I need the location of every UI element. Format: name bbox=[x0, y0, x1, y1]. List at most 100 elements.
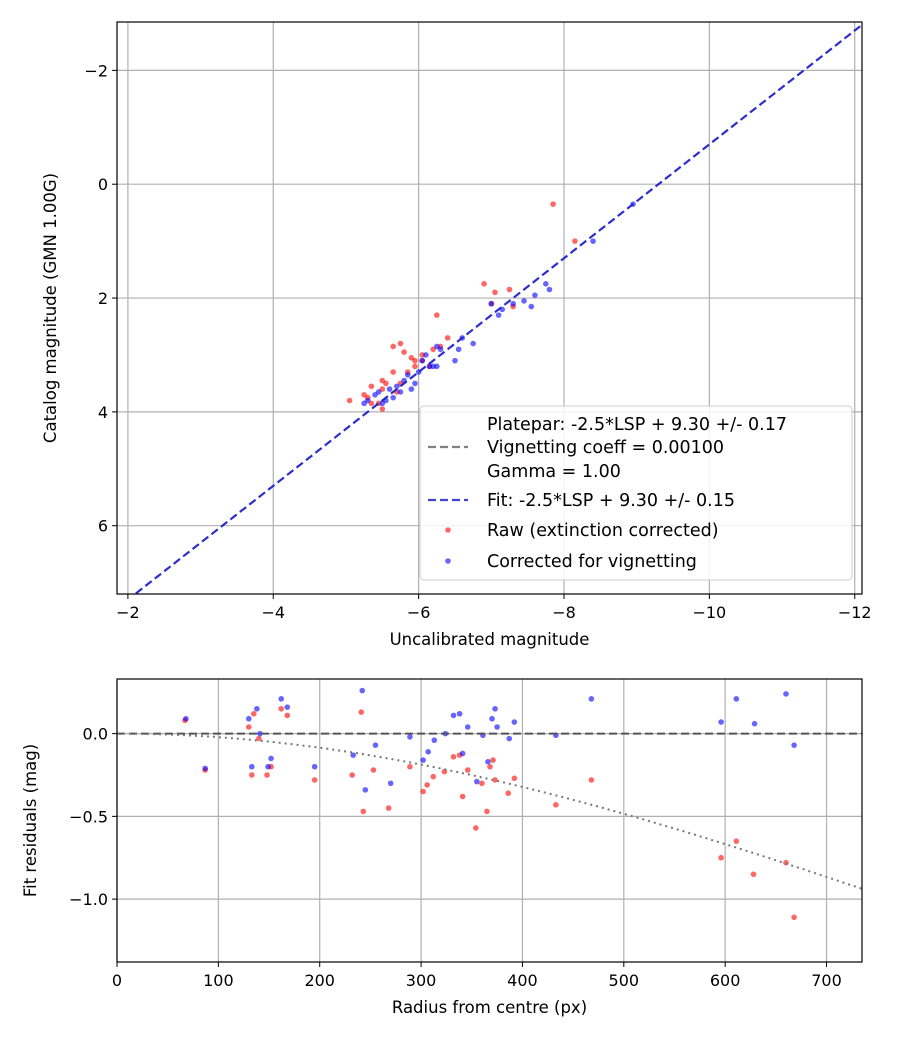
raw-point bbox=[401, 349, 407, 355]
fit-line bbox=[133, 23, 862, 594]
corrected-point bbox=[464, 724, 471, 730]
raw-point bbox=[572, 238, 578, 244]
corrected-point bbox=[474, 778, 480, 785]
raw-point bbox=[412, 363, 418, 370]
raw-point bbox=[412, 357, 418, 364]
corrected-point bbox=[783, 691, 789, 697]
corrected-point bbox=[183, 715, 189, 722]
corrected-point bbox=[390, 394, 396, 401]
x-tick-label: 200 bbox=[304, 971, 335, 990]
corrected-point bbox=[278, 696, 285, 702]
corrected-point bbox=[510, 300, 516, 307]
corrected-point bbox=[202, 765, 208, 772]
raw-point bbox=[511, 775, 518, 782]
corrected-point bbox=[588, 696, 595, 702]
corrected-point bbox=[450, 712, 457, 719]
y-tick-label: −2 bbox=[84, 61, 108, 80]
corrected-point bbox=[419, 357, 426, 364]
corrected-point bbox=[532, 292, 538, 298]
corrected-point bbox=[489, 715, 495, 722]
x-tick-label: −8 bbox=[552, 603, 576, 622]
corrected-point bbox=[361, 400, 367, 407]
raw-point bbox=[553, 801, 559, 808]
y-tick-label: 0 bbox=[98, 175, 108, 194]
raw-point bbox=[420, 788, 426, 795]
y-axis-label: Fit residuals (mag) bbox=[21, 744, 40, 897]
raw-point bbox=[506, 286, 513, 293]
y-tick-label: −1.0 bbox=[69, 890, 108, 909]
raw-point bbox=[484, 808, 490, 815]
corrected-point bbox=[485, 758, 491, 765]
x-tick-label: 100 bbox=[203, 971, 234, 990]
corrected-point bbox=[311, 763, 318, 770]
corrected-point bbox=[470, 340, 476, 347]
corrected-point bbox=[375, 389, 382, 395]
corrected-point bbox=[437, 346, 444, 353]
corrected-point bbox=[452, 357, 458, 364]
corrected-point bbox=[362, 787, 369, 793]
raw-point bbox=[487, 763, 493, 770]
raw-point bbox=[379, 406, 386, 412]
corrected-point bbox=[494, 724, 500, 730]
corrected-point bbox=[431, 737, 438, 744]
raw-point bbox=[397, 340, 404, 347]
corrected-point bbox=[488, 300, 495, 307]
corrected-point bbox=[733, 696, 740, 702]
corrected-point bbox=[751, 720, 758, 727]
legend-entry: Vignetting coeff = 0.00100 bbox=[487, 438, 724, 458]
legend-raw-marker bbox=[445, 527, 451, 533]
x-axis-label: Radius from centre (px) bbox=[392, 998, 587, 1017]
x-tick-label: 300 bbox=[406, 971, 437, 990]
legend: Platepar: -2.5*LSP + 9.30 +/- 0.17 Vignet… bbox=[419, 405, 853, 581]
corrected-point bbox=[425, 749, 431, 755]
corrected-point bbox=[511, 719, 518, 725]
raw-point bbox=[481, 281, 487, 287]
x-tick-label: 0 bbox=[112, 971, 122, 990]
legend-box bbox=[419, 405, 853, 581]
raw-point bbox=[750, 871, 757, 878]
legend-entry: Gamma = 1.00 bbox=[487, 462, 621, 482]
raw-point bbox=[311, 777, 318, 783]
corrected-point bbox=[791, 742, 797, 748]
raw-point bbox=[550, 201, 556, 207]
raw-point bbox=[791, 914, 797, 921]
raw-point bbox=[505, 790, 512, 796]
corrected-point bbox=[257, 730, 263, 737]
raw-point bbox=[718, 854, 724, 861]
raw-point bbox=[278, 705, 285, 712]
corrected-point bbox=[265, 763, 271, 770]
corrected-point bbox=[284, 704, 291, 710]
raw-point bbox=[361, 391, 367, 398]
raw-point bbox=[245, 724, 252, 730]
raw-point bbox=[349, 772, 355, 778]
x-axis-label: Uncalibrated magnitude bbox=[390, 630, 590, 649]
corrected-point bbox=[254, 705, 260, 712]
y-tick-label: 2 bbox=[98, 289, 108, 308]
plot-frame bbox=[116, 678, 863, 963]
raw-point bbox=[424, 782, 430, 788]
raw-point bbox=[490, 757, 496, 763]
raw-point bbox=[370, 767, 377, 773]
y-tick-label: −0.5 bbox=[69, 807, 108, 826]
raw-point bbox=[264, 772, 270, 778]
corrected-point bbox=[408, 386, 415, 392]
raw-point bbox=[249, 772, 255, 778]
raw-point bbox=[284, 712, 291, 719]
raw-point bbox=[383, 380, 389, 387]
corrected-point bbox=[456, 710, 463, 717]
raw-point bbox=[358, 709, 365, 715]
raw-point bbox=[360, 808, 367, 815]
raw-point bbox=[256, 735, 262, 742]
y-axis-label: Catalog magnitude (GMN 1.00G) bbox=[41, 173, 60, 443]
x-tick-label: 500 bbox=[609, 971, 640, 990]
x-tick-label: −4 bbox=[261, 603, 285, 622]
corrected-point bbox=[387, 780, 394, 787]
corrected-point bbox=[492, 705, 498, 712]
x-tick-label: −2 bbox=[116, 603, 140, 622]
raw-point bbox=[390, 369, 396, 375]
calibration-chart: −2 −4 −6 −8 −10 −12 −2 0 2 4 6 Uncalibrated magnitu… bbox=[41, 21, 872, 649]
corrected-point bbox=[459, 750, 466, 757]
y-tick-label: 6 bbox=[98, 517, 108, 536]
x-tick-label: 600 bbox=[710, 971, 741, 990]
residuals-chart: 0 100 200 300 400 500 600 700 −1.0 −0.5 0.0 Radius … bbox=[21, 678, 863, 1017]
